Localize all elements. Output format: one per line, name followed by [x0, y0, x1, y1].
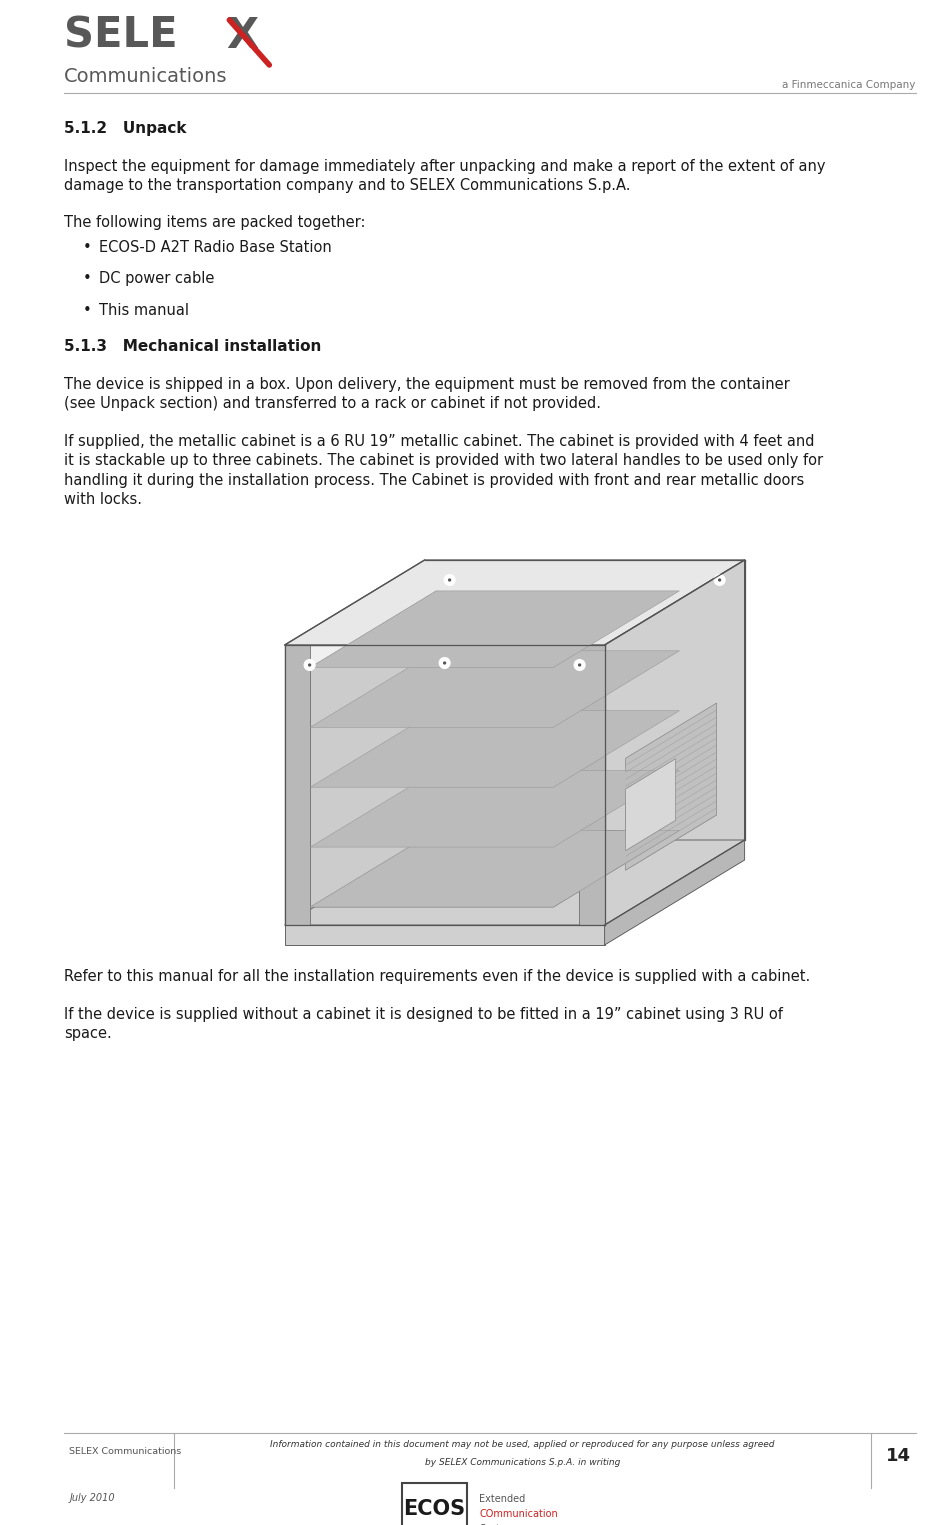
Text: This manual: This manual: [99, 303, 189, 319]
Text: SELE: SELE: [64, 15, 178, 56]
Text: Refer to this manual for all the installation requirements even if the device is: Refer to this manual for all the install…: [64, 968, 811, 984]
Polygon shape: [310, 590, 679, 668]
Polygon shape: [285, 645, 310, 926]
Text: damage to the transportation company and to SELEX Communications S.p.A.: damage to the transportation company and…: [64, 178, 631, 194]
Text: •: •: [82, 271, 91, 287]
Text: 5.1.3   Mechanical installation: 5.1.3 Mechanical installation: [64, 340, 322, 354]
Text: with locks.: with locks.: [64, 493, 142, 508]
Polygon shape: [310, 831, 679, 907]
Circle shape: [574, 659, 586, 671]
Text: The following items are packed together:: The following items are packed together:: [64, 215, 366, 230]
Circle shape: [714, 575, 726, 586]
Text: July 2010: July 2010: [69, 1493, 115, 1504]
Polygon shape: [604, 560, 745, 926]
Polygon shape: [310, 590, 436, 907]
Polygon shape: [285, 645, 604, 926]
Polygon shape: [625, 758, 675, 851]
Text: If the device is supplied without a cabinet it is designed to be fitted in a 19”: If the device is supplied without a cabi…: [64, 1006, 783, 1022]
Circle shape: [304, 659, 315, 671]
Polygon shape: [604, 840, 745, 946]
Text: ECOS: ECOS: [404, 1499, 465, 1519]
Polygon shape: [579, 645, 604, 926]
Text: space.: space.: [64, 1026, 112, 1042]
Text: •: •: [82, 239, 91, 255]
Text: COmmunication: COmmunication: [479, 1510, 558, 1519]
Text: If supplied, the metallic cabinet is a 6 RU 19” metallic cabinet. The cabinet is: If supplied, the metallic cabinet is a 6…: [64, 435, 815, 448]
Text: (see Unpack section) and transferred to a rack or cabinet if not provided.: (see Unpack section) and transferred to …: [64, 396, 602, 412]
Circle shape: [448, 578, 451, 581]
Text: Inspect the equipment for damage immediately after unpacking and make a report o: Inspect the equipment for damage immedia…: [64, 159, 826, 174]
Polygon shape: [310, 770, 679, 846]
Circle shape: [578, 663, 581, 666]
Bar: [402, 1482, 467, 1525]
Polygon shape: [310, 831, 679, 907]
Text: 5.1.2   Unpack: 5.1.2 Unpack: [64, 120, 186, 136]
Text: DC power cable: DC power cable: [99, 271, 215, 287]
Text: •: •: [82, 303, 91, 319]
Circle shape: [443, 662, 447, 665]
Circle shape: [308, 663, 311, 666]
Circle shape: [439, 657, 450, 668]
Text: The device is shipped in a box. Upon delivery, the equipment must be removed fro: The device is shipped in a box. Upon del…: [64, 377, 790, 392]
Polygon shape: [310, 711, 679, 787]
Text: Information contained in this document may not be used, applied or reproduced fo: Information contained in this document m…: [271, 1440, 775, 1449]
Text: Communications: Communications: [64, 67, 228, 85]
Polygon shape: [625, 703, 717, 871]
Text: 14: 14: [885, 1447, 911, 1466]
Polygon shape: [285, 926, 604, 946]
Text: Extended: Extended: [479, 1494, 525, 1505]
Text: handling it during the installation process. The Cabinet is provided with front : handling it during the installation proc…: [64, 473, 805, 488]
Polygon shape: [285, 560, 745, 645]
Circle shape: [444, 575, 455, 586]
Text: ECOS-D A2T Radio Base Station: ECOS-D A2T Radio Base Station: [99, 239, 332, 255]
Text: it is stackable up to three cabinets. The cabinet is provided with two lateral h: it is stackable up to three cabinets. Th…: [64, 453, 823, 468]
Polygon shape: [285, 840, 745, 926]
Circle shape: [718, 578, 721, 581]
Text: a Finmeccanica Company: a Finmeccanica Company: [782, 79, 916, 90]
Text: SELEX Communications: SELEX Communications: [69, 1447, 182, 1456]
Text: by SELEX Communications S.p.A. in writing: by SELEX Communications S.p.A. in writin…: [425, 1458, 621, 1467]
Text: X: X: [226, 15, 258, 56]
Polygon shape: [310, 651, 679, 727]
